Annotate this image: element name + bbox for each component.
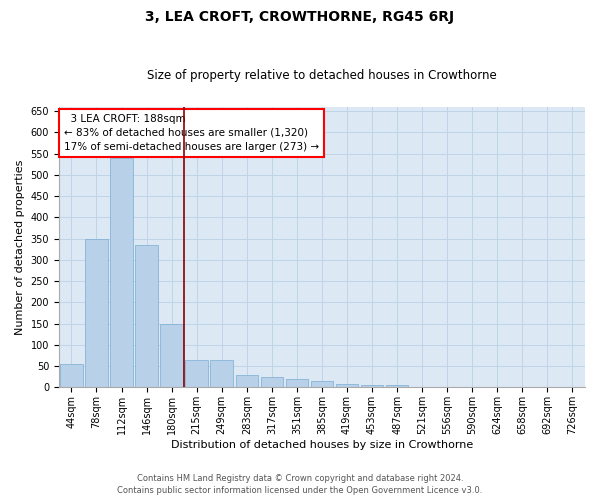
Bar xyxy=(60,364,83,388)
Title: Size of property relative to detached houses in Crowthorne: Size of property relative to detached ho… xyxy=(147,69,497,82)
Bar xyxy=(236,374,258,388)
Bar xyxy=(436,386,458,388)
Bar xyxy=(311,381,333,388)
Bar xyxy=(185,360,208,388)
Text: 3 LEA CROFT: 188sqm
← 83% of detached houses are smaller (1,320)
17% of semi-det: 3 LEA CROFT: 188sqm ← 83% of detached ho… xyxy=(64,114,319,152)
Bar xyxy=(160,324,183,388)
Bar xyxy=(461,386,484,388)
Bar xyxy=(386,386,409,388)
Text: 3, LEA CROFT, CROWTHORNE, RG45 6RJ: 3, LEA CROFT, CROWTHORNE, RG45 6RJ xyxy=(145,10,455,24)
Bar xyxy=(361,386,383,388)
Bar xyxy=(110,158,133,388)
Bar xyxy=(286,379,308,388)
Y-axis label: Number of detached properties: Number of detached properties xyxy=(15,160,25,335)
X-axis label: Distribution of detached houses by size in Crowthorne: Distribution of detached houses by size … xyxy=(171,440,473,450)
Bar xyxy=(136,245,158,388)
Bar xyxy=(85,238,108,388)
Bar xyxy=(260,377,283,388)
Text: Contains HM Land Registry data © Crown copyright and database right 2024.
Contai: Contains HM Land Registry data © Crown c… xyxy=(118,474,482,495)
Bar xyxy=(211,360,233,388)
Bar xyxy=(411,386,433,388)
Bar xyxy=(336,384,358,388)
